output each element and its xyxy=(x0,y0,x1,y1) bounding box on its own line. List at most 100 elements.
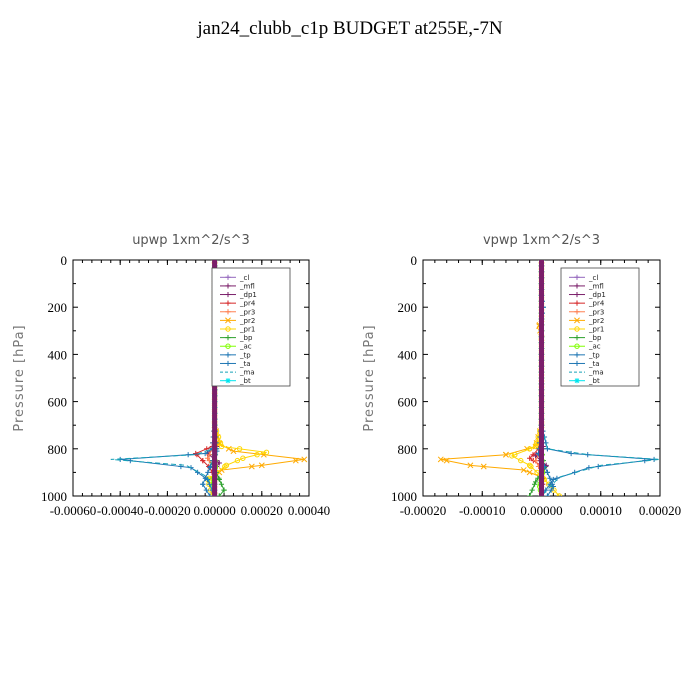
legend-label: _dp1 xyxy=(239,291,257,299)
data-point xyxy=(206,452,212,458)
data-point xyxy=(539,417,544,423)
y-tick-label: 400 xyxy=(48,347,68,362)
data-point xyxy=(539,413,544,419)
x-tick-label: -0.00060 xyxy=(50,503,97,518)
data-point xyxy=(532,443,539,450)
data-point xyxy=(212,417,218,423)
data-point xyxy=(539,479,544,485)
legend-marker xyxy=(225,335,231,341)
legend-marker xyxy=(574,300,580,306)
legend: _cl_mfl_dp1_pr4_pr3_pr2_pr1_bp_ac_tp_ta_… xyxy=(211,267,291,387)
y-tick-label: 600 xyxy=(48,395,68,410)
data-point xyxy=(218,443,225,450)
y-tick-label: 800 xyxy=(48,442,68,457)
data-point xyxy=(212,484,218,490)
legend-marker xyxy=(574,360,580,367)
y-tick-label: 1000 xyxy=(391,489,417,504)
data-point xyxy=(212,389,218,395)
plot-area xyxy=(437,260,660,496)
data-point xyxy=(539,295,544,301)
data-point xyxy=(212,493,218,496)
data-point xyxy=(539,408,544,414)
data-point xyxy=(539,333,544,339)
data-point xyxy=(212,432,218,438)
y-tick-label: 1000 xyxy=(41,489,67,504)
y-axis-label: Pressure [hPa] xyxy=(362,324,377,431)
data-point xyxy=(539,436,544,442)
data-point xyxy=(526,469,533,476)
data-point xyxy=(539,285,544,291)
data-point xyxy=(539,422,544,428)
legend-marker xyxy=(574,352,580,358)
legend-label: _ta xyxy=(239,360,251,368)
data-point xyxy=(532,458,539,464)
data-point xyxy=(236,446,243,452)
data-point xyxy=(539,493,544,496)
data-point xyxy=(443,457,450,464)
legend-label: _pr4 xyxy=(239,300,256,308)
x-tick-label: -0.00020 xyxy=(400,503,447,518)
data-point xyxy=(539,441,544,447)
data-point xyxy=(518,457,524,464)
y-tick-label: 200 xyxy=(398,300,418,315)
data-point xyxy=(212,408,218,414)
data-point xyxy=(539,337,544,343)
legend-label: _cl xyxy=(588,274,598,282)
y-axis-label: Pressure [hPa] xyxy=(12,324,27,431)
data-point xyxy=(222,463,228,470)
legend-label: _bp xyxy=(588,334,602,342)
data-point xyxy=(539,432,544,438)
data-point xyxy=(216,476,222,483)
data-point xyxy=(234,457,241,464)
data-point xyxy=(212,474,218,480)
data-point xyxy=(568,450,574,457)
data-point xyxy=(539,474,544,480)
y-tick-label: 200 xyxy=(48,300,68,315)
data-point xyxy=(203,487,209,493)
data-point xyxy=(539,399,544,405)
data-point xyxy=(230,448,237,455)
data-point xyxy=(539,262,544,268)
legend-marker xyxy=(225,300,231,306)
data-point xyxy=(467,462,474,469)
data-point xyxy=(544,469,551,475)
data-point xyxy=(539,451,544,457)
legend-label: _dp1 xyxy=(588,291,606,299)
y-tick-label: 0 xyxy=(411,253,418,268)
y-tick-label: 600 xyxy=(398,395,418,410)
data-point xyxy=(532,453,539,459)
x-tick-label: -0.00040 xyxy=(97,503,144,518)
legend-label: _bp xyxy=(239,334,253,342)
data-point xyxy=(539,403,544,409)
data-point xyxy=(539,271,544,277)
legend-box xyxy=(211,267,291,387)
data-point xyxy=(539,342,544,348)
data-point xyxy=(212,469,218,475)
chart-panel-2: vpwp 1xm^2/s^3 Pressure [hPa] 0 200 400 600 80… xyxy=(362,233,681,518)
data-point xyxy=(539,276,544,282)
data-point xyxy=(539,290,544,296)
data-point xyxy=(218,481,225,487)
x-tick-label: 0.00040 xyxy=(288,503,330,518)
data-point xyxy=(526,462,533,469)
data-point xyxy=(212,260,218,263)
legend-label: _mfl xyxy=(588,282,604,290)
data-point xyxy=(254,452,260,458)
y-tick-label: 800 xyxy=(398,442,418,457)
data-point xyxy=(205,469,211,475)
legend-marker xyxy=(574,343,580,349)
data-point xyxy=(539,484,544,490)
data-point xyxy=(539,318,544,324)
legend-marker xyxy=(225,343,231,349)
legend-label: _pr4 xyxy=(588,300,605,308)
data-point xyxy=(263,449,270,456)
legend-label: _mfl xyxy=(239,282,255,290)
data-point xyxy=(212,403,218,409)
data-point xyxy=(212,441,218,447)
data-point xyxy=(539,370,544,376)
data-point xyxy=(531,481,538,487)
data-point xyxy=(556,493,562,496)
data-point xyxy=(539,356,544,362)
legend-label: _bt xyxy=(239,377,251,385)
